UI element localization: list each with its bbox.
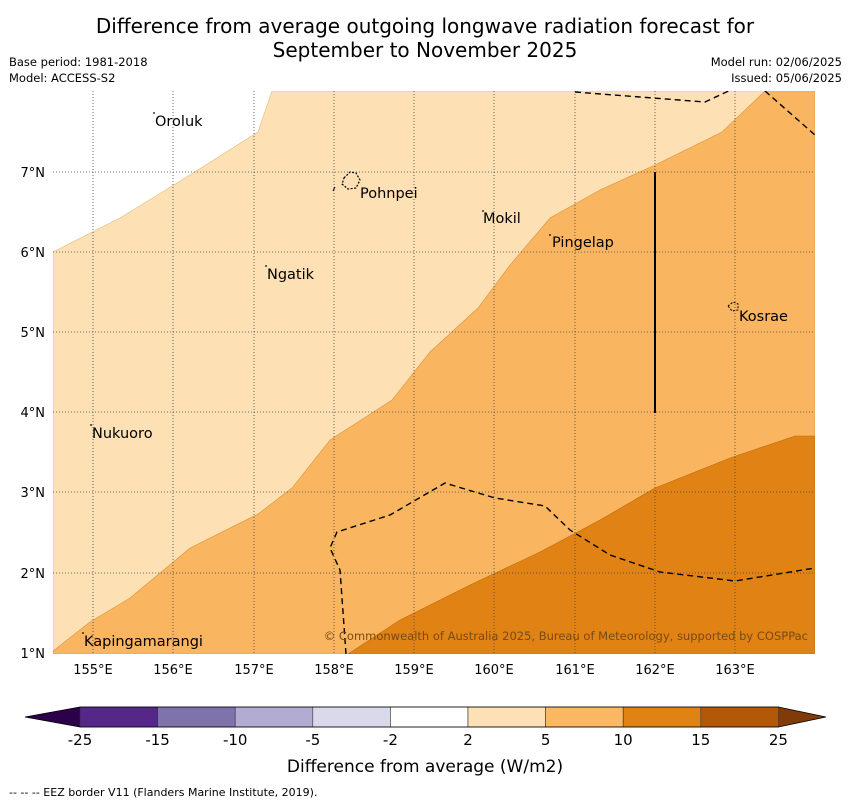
place-label-mokil: Mokil	[483, 211, 521, 227]
colorbar-tick-label: 25	[769, 731, 788, 749]
lat-label: 6°N	[21, 246, 46, 261]
graticule	[53, 91, 815, 654]
eez-border-north	[574, 91, 731, 103]
colorbar-extend-high	[778, 707, 826, 727]
eez-borders	[329, 91, 815, 654]
kosrae-island	[727, 301, 739, 312]
colorbar-tick-label: 2	[463, 731, 473, 749]
colorbar-segment	[79, 706, 158, 728]
eez-border-northeast	[764, 91, 815, 136]
colorbar-segment	[622, 706, 702, 728]
pohnpei-islet	[332, 186, 336, 192]
colorbar-tick-label: -5	[305, 731, 320, 749]
lon-label: 161°E	[555, 663, 595, 678]
lon-label: 163°E	[715, 663, 755, 678]
page-title: Difference from average outgoing longwav…	[0, 14, 850, 62]
copyright-text: © Commonwealth of Australia 2025, Bureau…	[324, 629, 808, 643]
lat-label: 7°N	[21, 166, 46, 181]
colorbar-segment	[467, 706, 546, 728]
colorbar-tick-label: -25	[68, 731, 93, 749]
place-label-pohnpei: Pohnpei	[360, 186, 418, 202]
colorbar-segment	[157, 706, 236, 728]
base-period-text: Base period: 1981-2018	[9, 55, 148, 69]
island-markers	[82, 112, 551, 634]
colorbar-tick-label: -10	[223, 731, 248, 749]
place-label-kosrae: Kosrae	[739, 309, 788, 325]
lon-label: 158°E	[314, 663, 354, 678]
lon-label: 160°E	[474, 663, 514, 678]
meta-left: Base period: 1981-2018 Model: ACCESS-S2	[9, 54, 148, 86]
lat-label: 4°N	[21, 406, 46, 421]
meta-right: Model run: 02/06/2025 Issued: 05/06/2025	[711, 54, 842, 86]
lon-label: 155°E	[73, 663, 113, 678]
colorbar-label: Difference from average (W/m2)	[287, 757, 563, 777]
model-text: Model: ACCESS-S2	[9, 71, 116, 85]
lon-label: 157°E	[234, 663, 274, 678]
place-label-ngatik: Ngatik	[267, 267, 315, 283]
colorbar: -25 -15 -10 -5 -2 2 5 10 15 25 Differenc…	[24, 706, 827, 777]
colorbar-extend-low	[25, 707, 80, 727]
title-line-2: September to November 2025	[272, 38, 578, 62]
colorbar-tick-label: 5	[541, 731, 551, 749]
lat-label: 3°N	[21, 486, 46, 501]
eez-footnote: -- -- -- EEZ border V11 (Flanders Marine…	[9, 786, 318, 799]
colorbar-tick-label: 10	[614, 731, 633, 749]
colorbar-segment	[700, 706, 779, 728]
eez-border-south	[329, 482, 815, 654]
colorbar-segment	[390, 706, 469, 728]
map-panel: Oroluk Pohnpei Mokil Pingelap Ngatik Kos…	[53, 91, 815, 654]
colorbar-outline	[24, 706, 827, 728]
colorbar-tick-label: 15	[691, 731, 710, 749]
colorbar-tick-label: -15	[145, 731, 170, 749]
lat-labels: 7°N 6°N 5°N 4°N 3°N 2°N 1°N	[21, 166, 46, 662]
model-run-text: Model run: 02/06/2025	[710, 55, 842, 69]
colorbar-tick-label: -2	[383, 731, 398, 749]
issued-text: Issued: 05/06/2025	[731, 71, 842, 85]
place-label-nukuoro: Nukuoro	[92, 426, 153, 442]
place-label-oroluk: Oroluk	[155, 114, 203, 130]
lat-label: 2°N	[21, 567, 46, 582]
lat-label: 5°N	[21, 326, 46, 341]
lat-label: 1°N	[21, 647, 46, 662]
colorbar-segment	[312, 706, 391, 728]
pohnpei-island	[341, 171, 361, 190]
lon-label: 159°E	[394, 663, 434, 678]
lon-labels: 155°E 156°E 157°E 158°E 159°E 160°E 161°…	[73, 663, 755, 678]
title-line-1: Difference from average outgoing longwav…	[95, 14, 755, 38]
place-label-kapingamarangi: Kapingamarangi	[84, 634, 203, 650]
place-label-pingelap: Pingelap	[552, 235, 614, 251]
colorbar-segment	[234, 706, 314, 728]
lon-label: 156°E	[153, 663, 193, 678]
colorbar-segment	[545, 706, 624, 728]
lon-label: 162°E	[635, 663, 675, 678]
